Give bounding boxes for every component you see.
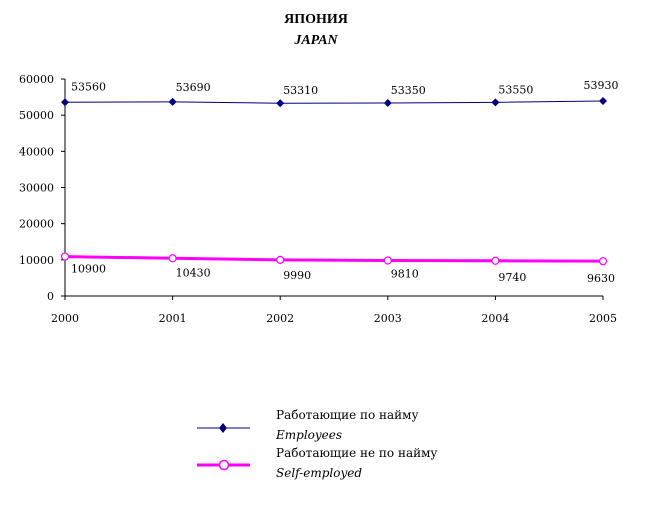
employees-data-label: 53560: [71, 80, 106, 93]
x-tick-label: 2003: [374, 312, 402, 325]
y-tick-label: 60000: [19, 73, 54, 86]
y-tick-label: 50000: [19, 109, 54, 122]
self-employed-data-label: 10430: [176, 266, 211, 279]
x-tick-label: 2005: [589, 312, 617, 325]
legend-employees-diamond-icon: [219, 423, 227, 433]
self-employed-point: [168, 254, 177, 263]
employees-data-label: 53690: [176, 81, 211, 94]
self-employed-data-label: 9990: [283, 269, 311, 282]
y-tick-label: 10000: [19, 254, 54, 267]
employees-point: [599, 96, 607, 105]
y-tick-label: 30000: [19, 182, 54, 195]
employees-point: [61, 98, 69, 107]
employees-point: [168, 97, 177, 106]
series-employees: 53560 53690 53310 53350 53550 53930: [61, 79, 619, 108]
employees-line: [64, 100, 604, 104]
x-tick-label: 2001: [159, 312, 187, 325]
employees-data-label: 53930: [584, 79, 619, 92]
x-tick-label: 2000: [51, 312, 79, 325]
employees-point: [491, 98, 500, 107]
series-layer: 53560 53690 53310 53350 53550 53930 10900 10430…: [60, 79, 619, 285]
series-self-employed: 10900 10430 9990 9810 9740 9630: [60, 252, 615, 285]
legend-selfemployed-label: Работающие не по найму: [276, 446, 437, 460]
self-employed-point: [276, 255, 285, 264]
chart-title: ЯПОНИЯ: [284, 12, 348, 27]
y-tick-label: 20000: [19, 218, 54, 231]
legend-employees-label-en: Employees: [275, 428, 342, 442]
employees-data-label: 53310: [283, 84, 318, 97]
self-employed-point: [491, 256, 500, 265]
self-employed-line: [64, 255, 604, 263]
employees-data-label: 53350: [391, 84, 426, 97]
x-tick-label: 2002: [266, 312, 294, 325]
self-employed-data-label: 10900: [71, 263, 106, 276]
employees-point: [383, 99, 392, 108]
self-employed-point: [383, 256, 392, 265]
axes: 0 10000 20000 30000 40000 50000 60000 2000 2001 2…: [19, 73, 617, 325]
self-employed-point: [60, 252, 70, 261]
self-employed-data-label: 9630: [587, 272, 615, 285]
self-employed-point: [598, 257, 608, 266]
self-employed-data-label: 9740: [498, 271, 526, 284]
self-employed-data-label: 9810: [391, 268, 419, 281]
legend-selfemployed-circle-icon: [218, 459, 230, 471]
employees-point: [276, 99, 285, 108]
y-tick-label: 0: [47, 290, 54, 303]
y-tick-label: 40000: [19, 145, 54, 158]
x-tick-label: 2004: [481, 312, 509, 325]
legend-selfemployed-label-en: Self-employed: [276, 466, 362, 480]
employees-data-label: 53550: [498, 83, 533, 96]
chart-subtitle: JAPAN: [293, 33, 338, 48]
legend: Работающие по найму Employees Работающие…: [197, 408, 437, 480]
legend-employees-label: Работающие по найму: [276, 408, 419, 422]
